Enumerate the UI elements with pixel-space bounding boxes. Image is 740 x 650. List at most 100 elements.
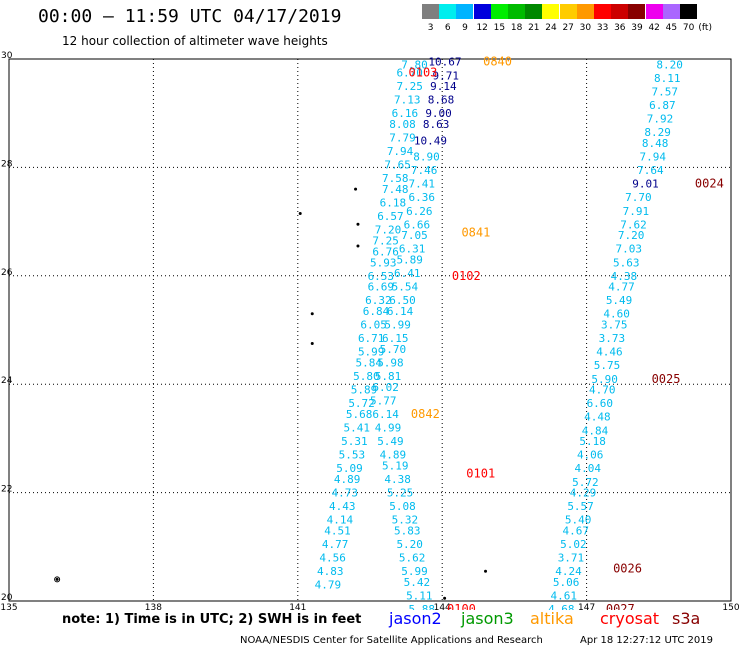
legend-swatch xyxy=(525,4,543,19)
legend-swatch xyxy=(456,4,474,19)
legend-swatch xyxy=(559,4,577,19)
jason2-wave-height-label: 7.57 xyxy=(652,86,679,99)
jason2-wave-height-label: 4.79 xyxy=(315,579,342,592)
legend-label: 39 xyxy=(631,23,643,33)
jason2-wave-height-label: 8.08 xyxy=(389,118,416,131)
legend-swatch xyxy=(439,4,457,19)
pass-time-label: 0840 xyxy=(483,55,512,69)
footer-note: note: 1) Time is in UTC; 2) SWH is in fe… xyxy=(62,612,362,627)
jason2-wave-height-label: 8.20 xyxy=(656,58,683,71)
jason2-wave-height-label: 4.43 xyxy=(329,500,356,513)
legend-label: 9 xyxy=(462,23,468,33)
jason2-wave-height-label: 5.49 xyxy=(377,435,404,448)
jason2-wave-height-label: 8.90 xyxy=(413,151,440,164)
jason2-wave-height-label: 6.69 xyxy=(368,281,395,294)
jason2-wave-height-label: 7.41 xyxy=(408,178,435,191)
jason2-wave-height-label: 8.48 xyxy=(642,137,669,150)
legend-swatch xyxy=(662,4,680,19)
y-tick-label: 30 xyxy=(1,51,13,61)
jason2-wave-height-label: 4.89 xyxy=(334,473,361,486)
pass-time-label: 0101 xyxy=(466,467,495,481)
legend-swatch xyxy=(422,4,439,19)
legend-label: 6 xyxy=(444,23,451,33)
jason3-wave-height-label: 10.67 xyxy=(428,56,461,69)
satellite-s3a-label: s3a xyxy=(672,609,701,628)
jason2-wave-height-label: 5.84 xyxy=(356,357,383,370)
jason2-wave-height-label: 5.40 xyxy=(565,514,592,527)
legend-swatch xyxy=(645,4,663,19)
jason2-wave-height-label: 3.75 xyxy=(601,319,628,332)
jason2-wave-height-label: 6.60 xyxy=(587,397,614,410)
legend-label: 42 xyxy=(648,23,660,33)
jason2-wave-height-label: 4.51 xyxy=(324,525,351,538)
island-marker xyxy=(356,244,360,248)
x-tick-label: 144 xyxy=(434,603,451,610)
credit-text: NOAA/NESDIS Center for Satellite Applica… xyxy=(240,635,543,646)
jason2-wave-height-label: 7.03 xyxy=(615,243,642,256)
pass-time-label: 0103 xyxy=(409,66,438,80)
legend-label: 12 xyxy=(476,23,488,33)
jason2-wave-height-label: 6.53 xyxy=(368,270,395,283)
legend-label: 21 xyxy=(528,23,540,33)
jason2-wave-height-label: 6.71 xyxy=(358,332,385,345)
jason2-wave-height-label: 5.42 xyxy=(404,576,431,589)
jason2-wave-height-label: 5.72 xyxy=(348,397,375,410)
y-tick-label: 28 xyxy=(1,159,13,169)
jason2-wave-height-label: 5.88 xyxy=(408,603,435,610)
legend-label: 36 xyxy=(614,23,626,33)
legend-label: 27 xyxy=(562,23,574,33)
jason2-wave-height-label: 4.77 xyxy=(608,281,635,294)
jason2-wave-height-label: 5.57 xyxy=(567,500,594,513)
jason2-wave-height-label: 4.48 xyxy=(584,411,611,424)
jason2-wave-height-label: 4.73 xyxy=(331,487,358,500)
jason2-wave-height-label: 7.94 xyxy=(640,151,667,164)
generation-timestamp: Apr 18 12:27:12 UTC 2019 xyxy=(580,635,713,646)
island-marker xyxy=(354,187,358,191)
y-tick-label: 20 xyxy=(1,593,13,603)
legend-swatch xyxy=(680,4,697,19)
jason2-wave-height-label: 5.49 xyxy=(606,294,633,307)
jason2-wave-height-label: 7.25 xyxy=(396,80,423,93)
legend-swatch xyxy=(508,4,525,19)
island-marker xyxy=(54,576,61,583)
jason3-wave-height-label: 9.14 xyxy=(430,80,457,93)
jason2-wave-height-label: 4.99 xyxy=(375,422,402,435)
jason2-wave-height-label: 4.67 xyxy=(563,525,590,538)
jason2-wave-height-label: 7.91 xyxy=(623,205,650,218)
jason2-wave-height-label: 5.54 xyxy=(392,281,419,294)
jason2-wave-height-label: 5.53 xyxy=(339,449,366,462)
pass-time-label: 0841 xyxy=(461,225,490,239)
jason2-wave-height-label: 4.04 xyxy=(575,462,602,475)
jason2-wave-height-label: 5.18 xyxy=(579,435,606,448)
jason2-wave-height-label: 5.09 xyxy=(336,462,363,475)
legend-swatch xyxy=(473,4,491,19)
jason2-wave-height-label: 3.73 xyxy=(599,332,626,345)
jason2-wave-height-label: 5.89 xyxy=(396,254,423,267)
legend-swatch xyxy=(490,4,508,19)
jason2-wave-height-label: 5.99 xyxy=(401,565,428,578)
jason2-wave-height-label: 5.93 xyxy=(370,256,397,269)
jason3-wave-height-label: 10.49 xyxy=(414,134,447,147)
jason2-wave-height-label: 5.80 xyxy=(353,370,380,383)
jason2-wave-height-label: 6.41 xyxy=(394,267,421,280)
jason2-wave-height-label: 4.61 xyxy=(550,590,577,603)
jason2-wave-height-label: 7.20 xyxy=(618,229,645,242)
jason2-wave-height-label: 7.13 xyxy=(394,94,421,107)
jason2-wave-height-label: 3.71 xyxy=(558,552,585,565)
jason2-wave-height-label: 5.90 xyxy=(591,373,618,386)
jason2-wave-height-label: 4.29 xyxy=(570,487,597,500)
satellite-jason2-label: jason2 xyxy=(389,609,442,628)
jason2-wave-height-label: 6.66 xyxy=(404,218,431,231)
jason2-wave-height-label: 5.20 xyxy=(396,538,423,551)
jason2-wave-height-label: 7.94 xyxy=(387,145,414,158)
jason2-wave-height-label: 5.31 xyxy=(341,435,368,448)
island-marker xyxy=(310,312,314,316)
x-tick-label: 147 xyxy=(578,603,595,610)
legend-swatch xyxy=(542,4,560,19)
jason2-wave-height-label: 6.76 xyxy=(372,245,399,258)
jason2-wave-height-label: 7.80 xyxy=(401,58,428,71)
jason2-wave-height-label: 6.31 xyxy=(399,243,426,256)
jason2-wave-height-label: 5.98 xyxy=(377,357,404,370)
jason3-wave-height-label: 8.63 xyxy=(423,118,450,131)
jason2-wave-height-label: 5.63 xyxy=(613,256,640,269)
